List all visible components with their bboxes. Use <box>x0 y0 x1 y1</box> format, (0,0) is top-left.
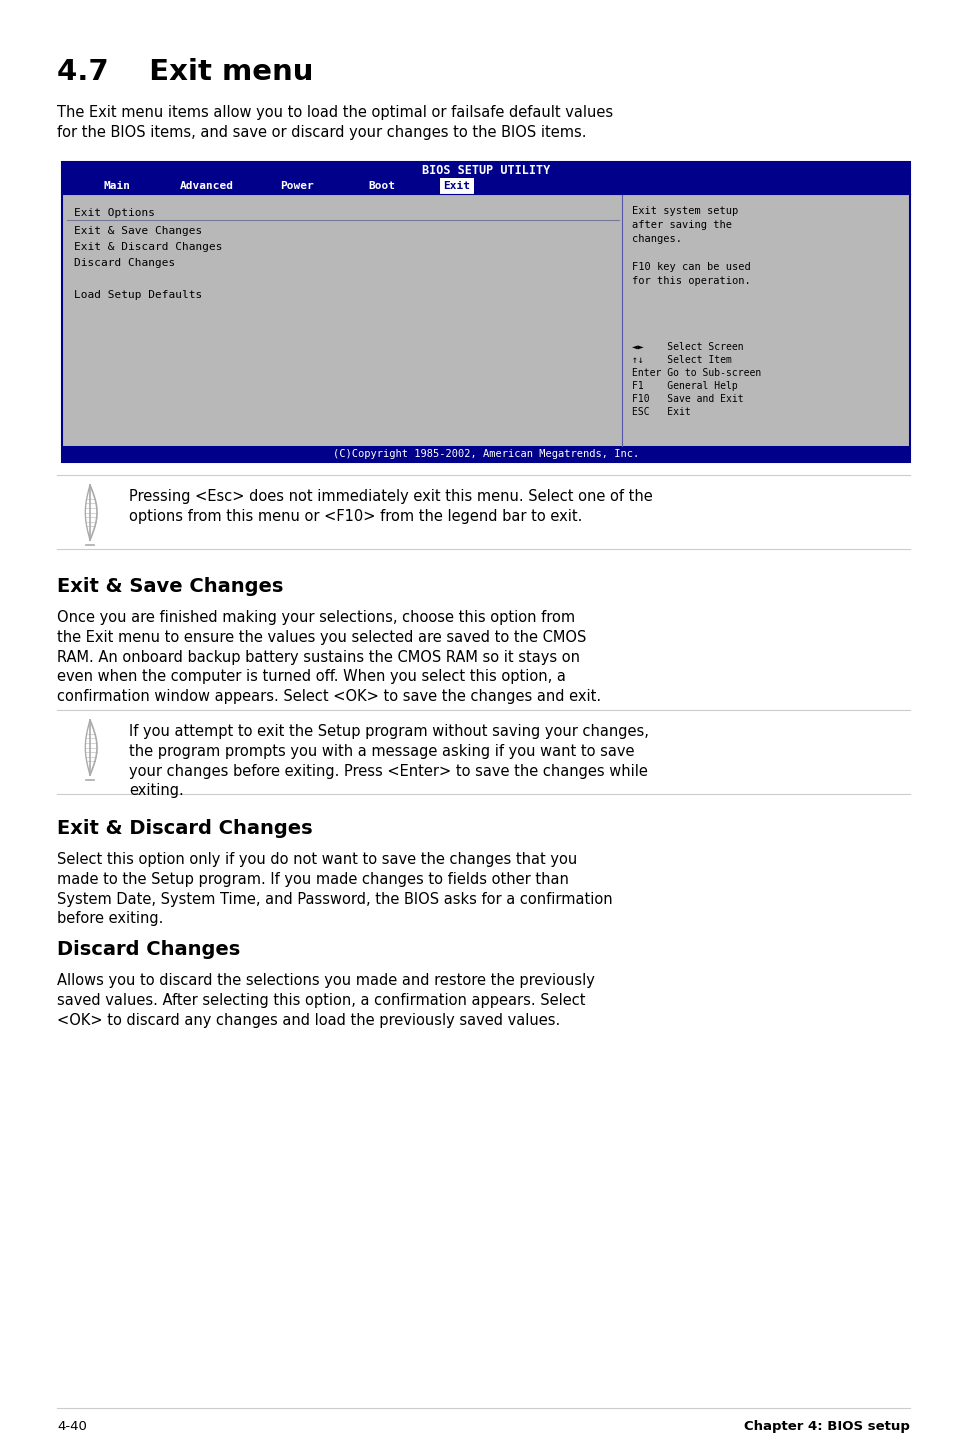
Text: Boot: Boot <box>368 181 395 191</box>
Bar <box>62 162 909 178</box>
Text: Exit & Discard Changes: Exit & Discard Changes <box>74 242 222 252</box>
Text: Exit system setup
after saving the
changes.

F10 key can be used
for this operat: Exit system setup after saving the chang… <box>631 206 750 286</box>
Text: Discard Changes: Discard Changes <box>57 940 240 959</box>
Bar <box>62 178 909 194</box>
Text: Exit & Save Changes: Exit & Save Changes <box>74 226 202 236</box>
Text: F1    General Help: F1 General Help <box>631 381 737 391</box>
Text: The Exit menu items allow you to load the optimal or failsafe default values
for: The Exit menu items allow you to load th… <box>57 105 613 139</box>
Text: Allows you to discard the selections you made and restore the previously
saved v: Allows you to discard the selections you… <box>57 974 595 1028</box>
Text: Exit Options: Exit Options <box>74 209 154 219</box>
Text: Exit: Exit <box>443 181 470 191</box>
Text: (C)Copyright 1985-2002, American Megatrends, Inc.: (C)Copyright 1985-2002, American Megatre… <box>333 449 639 459</box>
Text: Chapter 4: BIOS setup: Chapter 4: BIOS setup <box>743 1419 909 1434</box>
Bar <box>62 162 909 462</box>
Text: Advanced: Advanced <box>180 181 233 191</box>
Text: Main: Main <box>103 181 131 191</box>
Text: ↑↓    Select Item: ↑↓ Select Item <box>631 355 731 365</box>
Text: 4-40: 4-40 <box>57 1419 87 1434</box>
Text: Once you are finished making your selections, choose this option from
the Exit m: Once you are finished making your select… <box>57 610 600 705</box>
Text: Enter Go to Sub-screen: Enter Go to Sub-screen <box>631 368 760 378</box>
Text: ESC   Exit: ESC Exit <box>631 407 690 417</box>
Text: Load Setup Defaults: Load Setup Defaults <box>74 290 202 301</box>
Bar <box>439 178 474 194</box>
Text: Exit & Discard Changes: Exit & Discard Changes <box>57 820 313 838</box>
Text: Power: Power <box>280 181 314 191</box>
Text: Pressing <Esc> does not immediately exit this menu. Select one of the
options fr: Pressing <Esc> does not immediately exit… <box>129 489 652 523</box>
Text: Discard Changes: Discard Changes <box>74 257 175 267</box>
Text: F10   Save and Exit: F10 Save and Exit <box>631 394 742 404</box>
Text: If you attempt to exit the Setup program without saving your changes,
the progra: If you attempt to exit the Setup program… <box>129 723 648 798</box>
Bar <box>62 446 909 462</box>
Text: Select this option only if you do not want to save the changes that you
made to : Select this option only if you do not wa… <box>57 851 612 926</box>
Text: Exit & Save Changes: Exit & Save Changes <box>57 577 283 595</box>
Text: 4.7    Exit menu: 4.7 Exit menu <box>57 58 314 86</box>
Text: BIOS SETUP UTILITY: BIOS SETUP UTILITY <box>421 164 550 177</box>
Text: ◄►    Select Screen: ◄► Select Screen <box>631 342 742 352</box>
